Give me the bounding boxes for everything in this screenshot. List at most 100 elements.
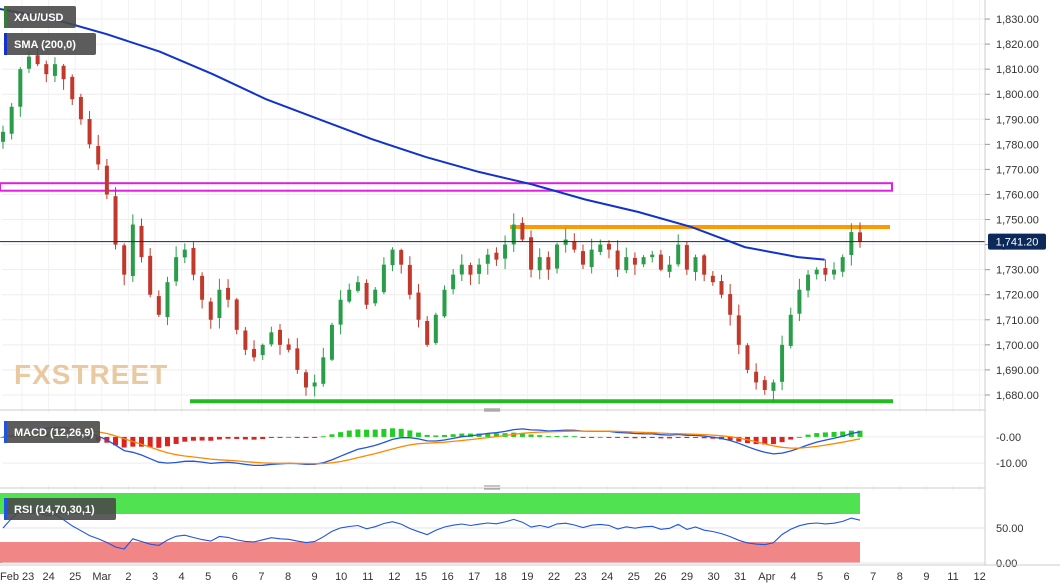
time-tick-label: 12 (973, 571, 985, 583)
candle-body (858, 232, 862, 243)
candle-body (113, 196, 118, 245)
macd-bar (554, 435, 560, 437)
time-tick-label: 5 (205, 571, 211, 583)
macd-bar (346, 430, 352, 437)
candle-body (814, 269, 819, 275)
candle-body (9, 106, 14, 134)
rsi-badge[interactable]: RSI (14,70,30,1) (4, 498, 116, 520)
macd-bar (675, 436, 681, 438)
macd-bar (286, 436, 292, 438)
time-axis[interactable]: Feb 23 24 25 Mar 2 3 4 5 6 7 8 9 10 11 12 15 16 17 18 19 22 2… (0, 571, 986, 583)
macd-panel[interactable] (0, 413, 985, 485)
macd-bar (753, 436, 759, 445)
candle-body (563, 239, 568, 245)
macd-bar (234, 436, 240, 439)
candle-body (156, 296, 161, 315)
price-tick-label: 1,720.00 (996, 290, 1039, 302)
price-tick-label: 1,780.00 (996, 139, 1039, 151)
candle-body (61, 65, 66, 80)
time-tick-label: 6 (844, 571, 850, 583)
time-tick-label: 9 (312, 571, 318, 583)
macd-bar (355, 429, 361, 437)
macd-bar (182, 436, 188, 442)
time-tick-label: 24 (42, 571, 54, 583)
time-tick-label: 9 (923, 571, 929, 583)
candle-body (390, 249, 395, 266)
price-tick-label: 1,750.00 (996, 215, 1039, 227)
macd-bar (242, 436, 248, 440)
time-tick-label: 8 (897, 571, 903, 583)
time-tick-label: 26 (654, 571, 666, 583)
rsi-axis[interactable]: 50.00 0.00 (996, 523, 1024, 570)
macd-bar (381, 428, 387, 437)
time-tick-label: 25 (69, 571, 81, 583)
candle-body (832, 269, 837, 275)
candle-body (728, 294, 733, 315)
macd-bar (822, 432, 828, 437)
time-tick-label: 8 (285, 571, 291, 583)
candle-body (468, 265, 473, 275)
macd-bar (519, 433, 525, 437)
candle-body (425, 320, 430, 345)
candle-body (606, 243, 611, 250)
macd-bar (294, 436, 300, 438)
rsi-overbought-zone (0, 493, 860, 514)
candle-body (641, 257, 646, 265)
macd-bar (416, 432, 422, 437)
candle-body (485, 254, 490, 264)
candle-body (754, 371, 759, 383)
resistance-zone (0, 182, 893, 192)
macd-bar (684, 436, 690, 439)
macd-bar (649, 436, 655, 438)
time-tick-label: 4 (790, 571, 796, 583)
macd-bar (398, 428, 404, 437)
macd-bar (693, 436, 699, 438)
time-tick-label: 23 (574, 571, 586, 583)
price-tick-label: 1,710.00 (996, 315, 1039, 327)
macd-bar (606, 436, 612, 438)
price-grid (2, 18, 985, 396)
time-tick-label: 3 (152, 571, 158, 583)
candle-body (329, 324, 334, 360)
price-axis[interactable]: 1,680.00 1,690.00 1,700.00 1,710.00 1,720.00… (985, 14, 1039, 402)
svg-text:RSI (14,70,30,1): RSI (14,70,30,1) (14, 504, 95, 516)
macd-bar (571, 436, 577, 438)
macd-bar (407, 430, 413, 437)
macd-bar (441, 434, 447, 437)
price-tick-label: 1,690.00 (996, 365, 1039, 377)
macd-bar (372, 429, 378, 437)
macd-line (2, 426, 861, 467)
macd-badge[interactable]: MACD (12,26,9) (4, 421, 100, 443)
candle-body (381, 264, 386, 293)
macd-bar (727, 436, 733, 441)
candle-body (226, 287, 231, 300)
candle-body (806, 274, 811, 291)
time-tick-label: 29 (681, 571, 693, 583)
macd-bar (277, 436, 283, 438)
candle-body (165, 282, 170, 318)
macd-axis[interactable]: -0.00 -10.00 (996, 432, 1027, 470)
candle-body (252, 348, 257, 358)
sma-badge[interactable]: SMA (200,0) (4, 33, 96, 55)
macd-bar (710, 436, 716, 439)
time-tick-label: 17 (468, 571, 480, 583)
candle-body (580, 251, 585, 265)
price-panel[interactable] (0, 0, 985, 405)
macd-bar (796, 436, 802, 438)
candle-body (52, 64, 57, 76)
macd-bar (190, 436, 196, 441)
time-tick-label: 22 (548, 571, 560, 583)
candlestick-series (1, 47, 862, 402)
time-tick-label: 19 (521, 571, 533, 583)
candle-body (433, 314, 438, 343)
macd-bar (597, 436, 603, 438)
candle-body (174, 257, 179, 282)
candle-body (840, 257, 845, 272)
candle-body (546, 257, 551, 270)
candle-body (191, 247, 196, 275)
price-tick-label: 1,730.00 (996, 265, 1039, 277)
macd-bar (364, 429, 370, 437)
symbol-badge[interactable]: XAU/USD (4, 6, 76, 28)
candle-body (234, 299, 239, 330)
